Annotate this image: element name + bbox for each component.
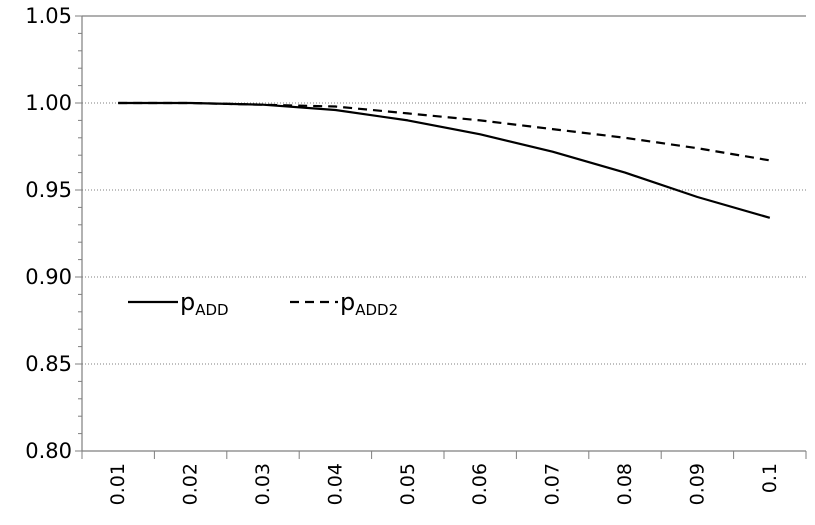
y-tick-label-1.00: 1.00 — [25, 91, 72, 115]
x-tick-label-0.01: 0.01 — [107, 463, 129, 505]
y-tick-label-1.05: 1.05 — [25, 4, 72, 28]
x-tick-label-0.07: 0.07 — [542, 463, 564, 505]
series-lines — [118, 101, 771, 219]
axes — [75, 15, 807, 459]
y-tick-label-0.85: 0.85 — [25, 352, 72, 376]
x-tick-label-0.06: 0.06 — [469, 463, 491, 505]
x-tick-label-0.03: 0.03 — [252, 463, 274, 505]
x-tick-label-0.1: 0.1 — [759, 463, 781, 493]
y-tick-label-0.95: 0.95 — [25, 178, 72, 202]
series-line-padd2 — [118, 101, 770, 162]
legend-label-p-add2: pADD2 — [340, 288, 398, 319]
x-tick-label-0.02: 0.02 — [180, 463, 202, 505]
x-tick-label-0.04: 0.04 — [324, 463, 346, 505]
y-tick-labels: 0.80 0.85 0.90 0.95 1.00 1.05 — [25, 4, 72, 463]
y-tick-label-0.80: 0.80 — [25, 439, 72, 463]
x-tick-label-0.08: 0.08 — [614, 463, 636, 505]
x-tick-labels: 0.01 0.02 0.03 0.04 0.05 0.06 0.07 0.08 0.09 0.1 — [107, 463, 781, 505]
y-tick-label-0.90: 0.90 — [25, 265, 72, 289]
x-tick-label-0.09: 0.09 — [686, 463, 708, 505]
legend: pADD pADD2 — [128, 288, 398, 319]
x-tick-label-0.05: 0.05 — [397, 463, 419, 505]
series-line-padd — [118, 101, 771, 219]
legend-label-p-add: pADD — [180, 288, 229, 319]
